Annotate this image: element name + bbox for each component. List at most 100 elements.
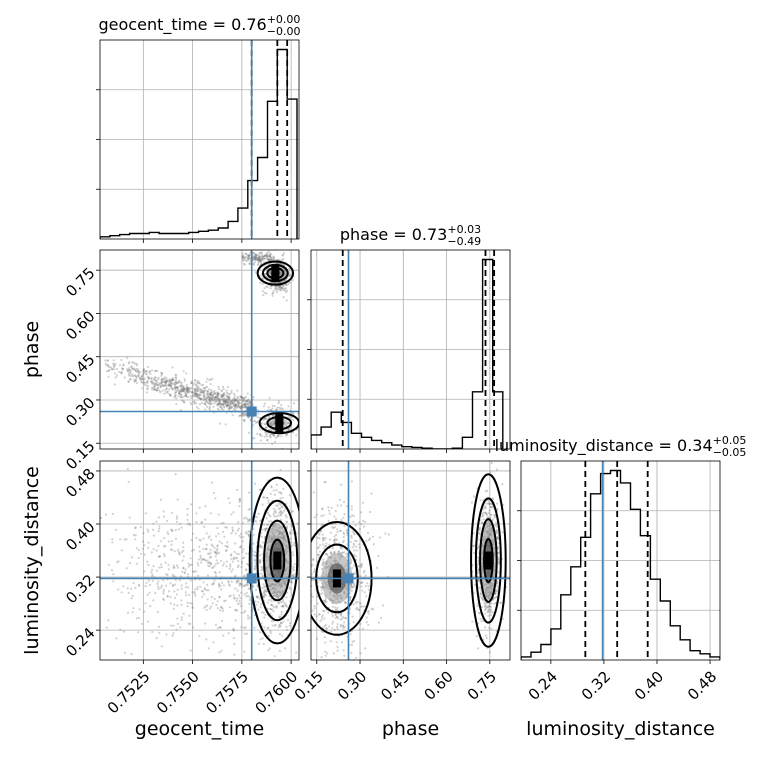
sample-point [155, 384, 159, 387]
sample-point [162, 552, 166, 556]
sample-point [120, 371, 123, 374]
sample-point [269, 515, 272, 518]
sample-point [291, 551, 294, 554]
sample-point [241, 396, 244, 399]
sample-point [204, 559, 207, 562]
sample-point [313, 516, 316, 519]
sample-point [192, 626, 195, 629]
sample-point [100, 516, 103, 520]
sample-point [169, 379, 173, 382]
sample-point [243, 402, 246, 405]
sample-point [241, 399, 244, 402]
sample-point [279, 513, 282, 517]
sample-point [485, 502, 488, 505]
sample-point [247, 587, 250, 591]
sample-point [318, 579, 321, 582]
sample-point [265, 256, 268, 259]
contour [263, 519, 292, 602]
sample-point [235, 580, 238, 583]
sample-point [166, 531, 169, 534]
sample-point [234, 403, 238, 406]
sample-point [175, 564, 179, 567]
sample-point [224, 399, 227, 402]
sample-point [282, 253, 285, 256]
sample-point [254, 258, 257, 261]
sample-point [252, 256, 255, 259]
sample-point [141, 381, 144, 384]
sample-point [188, 522, 191, 525]
sample-point [235, 398, 238, 401]
sample-point [172, 566, 175, 569]
sample-point [198, 381, 201, 384]
sample-point [207, 388, 211, 391]
sample-point [265, 496, 269, 499]
sample-point [183, 387, 186, 390]
sample-point [174, 386, 177, 389]
sample-point [226, 395, 229, 398]
sample-point [238, 498, 241, 501]
sample-point [287, 283, 290, 286]
sample-point [174, 575, 177, 578]
sample-point [110, 368, 113, 371]
sample-point [225, 565, 228, 568]
sample-point [282, 296, 285, 299]
sample-point [351, 640, 354, 643]
sample-point [183, 572, 186, 575]
sample-point [258, 255, 261, 258]
sample-point [302, 628, 304, 630]
sample-point [282, 284, 285, 287]
sample-point [167, 379, 171, 382]
sample-point [161, 383, 164, 386]
sample-point [159, 391, 162, 394]
sample-point [222, 394, 225, 397]
sample-point [270, 619, 273, 623]
sample-point [178, 392, 181, 395]
sample-point [150, 551, 153, 554]
sample-point [163, 377, 166, 380]
sample-point [360, 563, 363, 567]
sample-point [222, 392, 225, 395]
sample-point [352, 520, 355, 523]
sample-point [289, 273, 292, 276]
sample-point [209, 548, 212, 551]
sample-point [378, 536, 381, 539]
sample-point [260, 622, 263, 625]
sample-point [340, 504, 343, 507]
sample-point [195, 392, 198, 395]
sample-point [185, 395, 188, 398]
sample-point [243, 574, 246, 577]
sample-point [146, 546, 150, 549]
sample-point [180, 587, 183, 590]
sample-point [288, 267, 291, 270]
sample-point [279, 625, 282, 628]
sample-point [487, 605, 490, 608]
sample-point [206, 552, 210, 555]
sample-point [257, 256, 260, 259]
sample-point [236, 400, 239, 403]
sample-point [217, 387, 221, 391]
sample-point [242, 584, 246, 588]
sample-point [288, 274, 291, 277]
sample-point [279, 510, 282, 513]
sample-point [114, 528, 117, 531]
sample-point [224, 526, 227, 529]
sample-point [270, 408, 273, 412]
sample-point [210, 389, 213, 392]
sample-point [375, 566, 379, 570]
sample-point [290, 545, 293, 548]
sample-point [278, 287, 281, 290]
sample-point [219, 584, 222, 587]
sample-point [336, 627, 339, 631]
sample-point [220, 408, 223, 411]
sample-point [193, 400, 196, 404]
sample-point [211, 566, 214, 569]
sample-point [268, 647, 271, 650]
sample-point [494, 589, 497, 592]
sample-point [230, 532, 233, 535]
sample-point [136, 370, 139, 374]
sample-point [264, 291, 267, 294]
sample-point [218, 596, 221, 599]
sample-point [273, 515, 276, 518]
sample-point [174, 537, 178, 540]
sample-point [175, 385, 178, 388]
